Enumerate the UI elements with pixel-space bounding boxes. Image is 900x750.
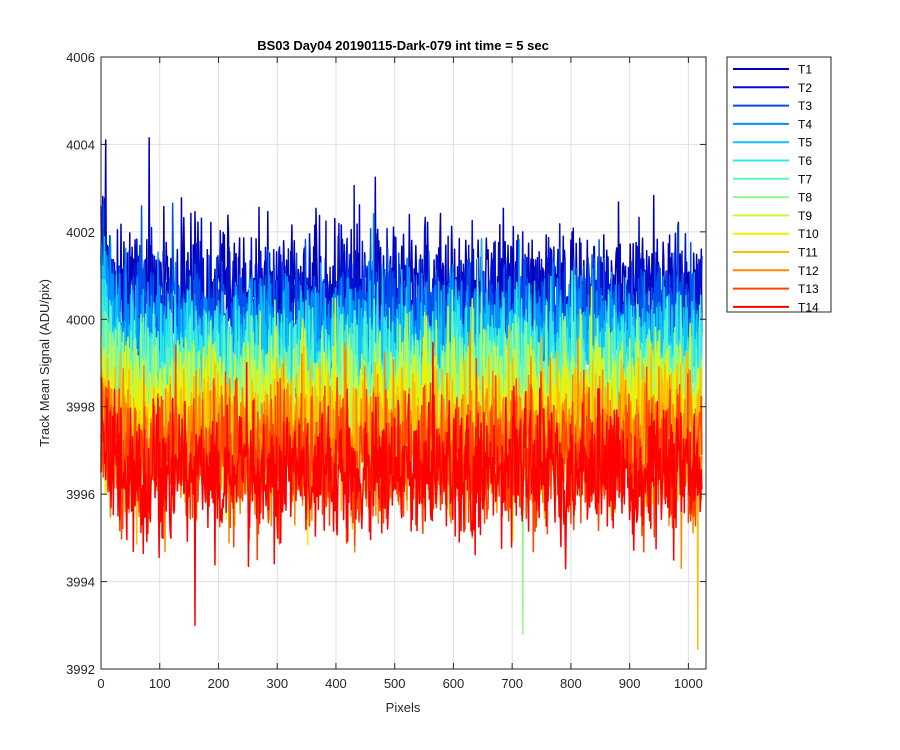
legend-label-t7: T7: [798, 172, 812, 186]
x-axis-label: Pixels: [386, 700, 421, 715]
y-tick-label-7: 4006: [66, 50, 95, 65]
y-tick-label-3: 3998: [66, 400, 95, 415]
y-tick-label-2: 3996: [66, 487, 95, 502]
y-tick-label-0: 3992: [66, 662, 95, 677]
chart-title: BS03 Day04 20190115-Dark-079 int time = …: [257, 38, 549, 53]
legend-label-t5: T5: [798, 136, 812, 150]
legend-label-t13: T13: [798, 282, 819, 296]
x-tick-label-0: 0: [97, 676, 104, 691]
y-axis-label: Track Mean Signal (ADU/pix): [37, 279, 52, 447]
legend-label-t6: T6: [798, 154, 812, 168]
x-tick-label-2: 200: [208, 676, 230, 691]
legend-label-t14: T14: [798, 300, 819, 314]
x-tick-label-8: 800: [560, 676, 582, 691]
legend-label-t2: T2: [798, 81, 812, 95]
legend-label-t1: T1: [798, 63, 812, 77]
y-tick-label-6: 4004: [66, 137, 95, 152]
legend-label-t4: T4: [798, 117, 812, 131]
legend-label-t12: T12: [798, 264, 819, 278]
legend-label-t8: T8: [798, 191, 812, 205]
x-tick-label-4: 400: [325, 676, 347, 691]
legend-label-t9: T9: [798, 209, 812, 223]
x-tick-label-7: 700: [501, 676, 523, 691]
x-tick-label-6: 600: [443, 676, 465, 691]
x-tick-label-10: 1000: [674, 676, 703, 691]
x-tick-label-1: 100: [149, 676, 171, 691]
x-tick-label-5: 500: [384, 676, 406, 691]
y-tick-label-5: 4002: [66, 225, 95, 240]
y-tick-label-4: 4000: [66, 312, 95, 327]
y-tick-label-1: 3994: [66, 575, 95, 590]
legend: T1 T2 T3 T4 T5 T6 T7 T8 T9 T10 T11 T12 T13 T14: [727, 57, 831, 314]
x-tick-label-9: 900: [619, 676, 641, 691]
legend-label-t3: T3: [798, 99, 812, 113]
x-tick-label-3: 300: [266, 676, 288, 691]
legend-label-t11: T11: [798, 246, 818, 260]
legend-label-t10: T10: [798, 227, 819, 241]
